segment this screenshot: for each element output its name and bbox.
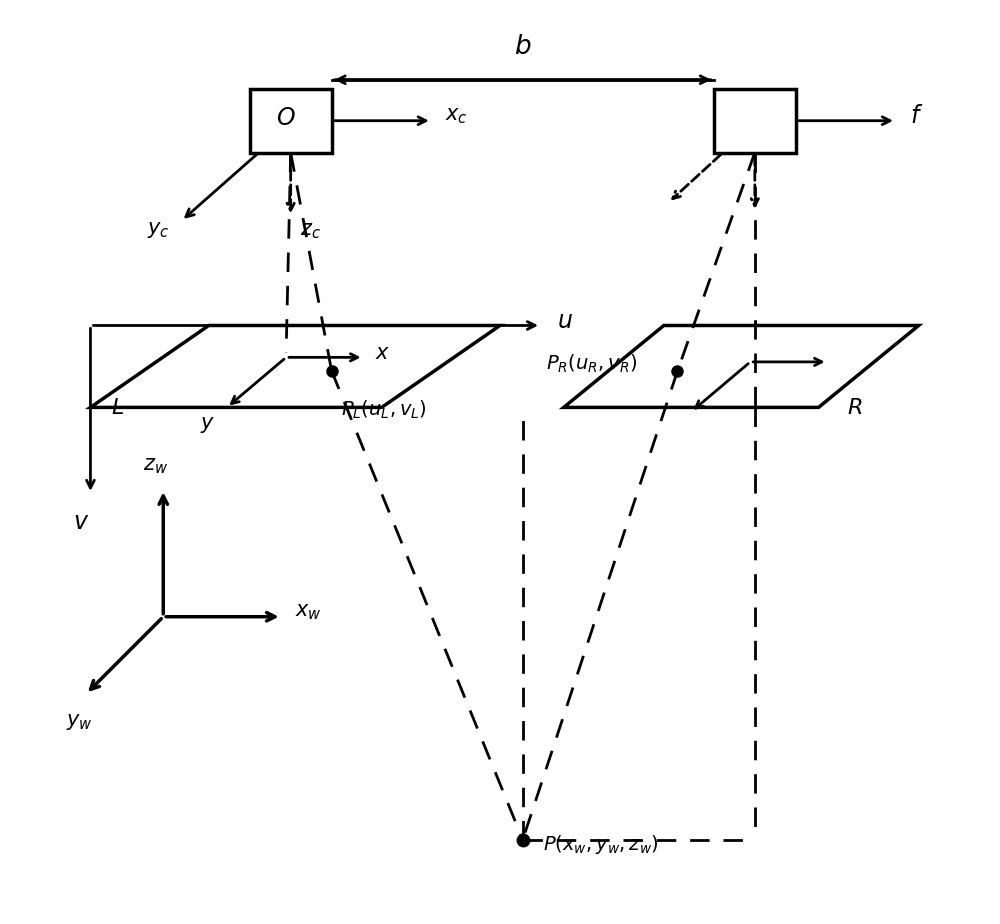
Polygon shape [90, 325, 500, 407]
Polygon shape [564, 325, 919, 407]
Text: $L$: $L$ [111, 398, 124, 419]
Text: $x_c$: $x_c$ [445, 106, 468, 127]
Text: $x_w$: $x_w$ [295, 602, 322, 622]
Text: $P_R(u_R, v_R)$: $P_R(u_R, v_R)$ [546, 353, 637, 375]
Text: $z_c$: $z_c$ [300, 221, 321, 241]
Text: $y_w$: $y_w$ [66, 712, 93, 733]
Bar [714, 89, 796, 152]
Text: $y_c$: $y_c$ [147, 220, 170, 240]
Text: $z_w$: $z_w$ [143, 456, 168, 476]
Text: $f$: $f$ [910, 104, 923, 128]
Text: $u$: $u$ [557, 309, 573, 333]
Text: $x$: $x$ [375, 343, 390, 363]
Bar [250, 89, 332, 152]
Text: $O$: $O$ [276, 106, 296, 130]
Text: $R$: $R$ [847, 398, 863, 419]
Text: $v$: $v$ [73, 510, 89, 534]
Text: $P(x_w, y_w, z_w)$: $P(x_w, y_w, z_w)$ [543, 833, 659, 856]
Text: $b$: $b$ [514, 34, 531, 60]
Text: $P_L(u_L, v_L)$: $P_L(u_L, v_L)$ [341, 398, 426, 420]
Text: $y$: $y$ [200, 415, 215, 434]
